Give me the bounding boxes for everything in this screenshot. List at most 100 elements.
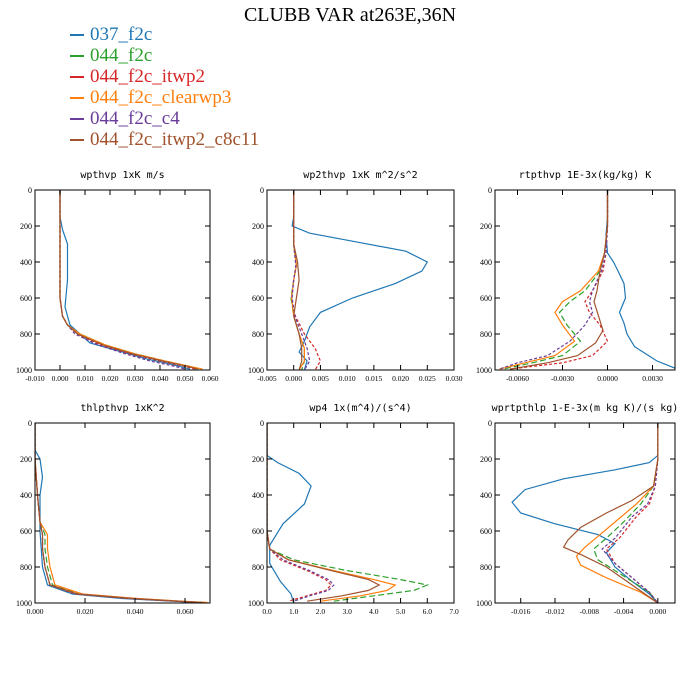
y-tick-label: 0	[260, 419, 264, 428]
legend: 037_f2c 044_f2c 044_f2c_itwp2 044_f2c_cl…	[70, 24, 259, 150]
chart-title: rtpthvp 1E-3x(kg/kg) K	[519, 170, 651, 181]
series-line	[59, 190, 196, 370]
y-tick-label: 0	[488, 186, 492, 195]
legend-label: 044_f2c_itwp2	[90, 66, 206, 87]
x-tick-label: 0.030	[446, 374, 463, 383]
series-line	[601, 423, 659, 603]
y-tick-label: 600	[480, 527, 492, 536]
series-line	[267, 423, 381, 602]
series-line	[291, 190, 429, 370]
x-tick-label: 0.0000	[597, 374, 618, 383]
y-tick-label: 1000	[476, 366, 492, 375]
x-tick-label: 0.015	[365, 374, 382, 383]
y-tick-label: 0	[28, 419, 32, 428]
legend-item: 044_f2c_clearwp3	[70, 87, 259, 108]
legend-label: 044_f2c	[90, 45, 153, 66]
y-tick-label: 600	[252, 294, 264, 303]
series-line	[511, 423, 659, 603]
series-line	[267, 423, 335, 602]
x-tick-label: -0.008	[580, 607, 600, 616]
y-tick-label: 0	[28, 186, 32, 195]
x-tick-label: 0.000	[52, 374, 69, 383]
chart-panel: wprtpthlp 1-E-3x(m kg K)/(s kg) -0.016 -0.…	[476, 403, 678, 616]
chart-panel: rtpthvp 1E-3x(kg/kg) K -0.0060 -0.0030 0.00…	[476, 170, 676, 383]
x-tick-label: 0.060	[202, 374, 219, 383]
y-tick-label: 200	[20, 222, 32, 231]
chart-title: wp4 1x(m^4)/(s^4)	[309, 403, 411, 414]
x-tick-label: 0.000	[27, 607, 44, 616]
series-line	[267, 423, 397, 602]
chart-panel: wp4 1x(m^4)/(s^4) 0.0 1.0 2.0 3.0 4.0 5.0 6.0 7.…	[248, 403, 459, 616]
x-tick-label: 0.020	[77, 607, 94, 616]
y-tick-label: 0	[488, 419, 492, 428]
plot-frame	[34, 422, 211, 604]
chart-title: wpthvp 1xK m/s	[80, 170, 164, 181]
legend-swatch	[70, 75, 84, 78]
legend-item: 044_f2c_itwp2	[70, 66, 259, 87]
x-tick-label: 0.0030	[642, 374, 663, 383]
legend-item: 044_f2c_itwp2_c8c11	[70, 129, 259, 150]
x-tick-label: 3.0	[342, 607, 352, 616]
x-tick-label: 4.0	[369, 607, 379, 616]
plot-frame	[266, 422, 455, 604]
x-tick-label: -0.012	[545, 607, 565, 616]
y-tick-label: 1000	[248, 599, 264, 608]
y-tick-label: 1000	[16, 366, 32, 375]
x-tick-label: 0.040	[127, 607, 144, 616]
series-line	[562, 423, 659, 603]
x-tick-label: 0.000	[649, 607, 666, 616]
x-tick-label: -0.010	[25, 374, 45, 383]
x-tick-label: 0.000	[285, 374, 302, 383]
y-tick-label: 200	[20, 455, 32, 464]
chart-title: wprtpthlp 1-E-3x(m kg K)/(s kg)	[492, 403, 679, 414]
legend-item: 037_f2c	[70, 24, 259, 45]
series-line	[35, 423, 203, 603]
plot-frame	[494, 422, 676, 604]
series-line	[605, 190, 675, 369]
series-line	[509, 190, 609, 370]
y-tick-label: 600	[480, 294, 492, 303]
legend-label: 044_f2c_itwp2_c8c11	[90, 129, 260, 150]
y-tick-label: 600	[20, 294, 32, 303]
y-tick-label: 800	[252, 563, 264, 572]
series-line	[59, 190, 201, 370]
x-tick-label: -0.0030	[551, 374, 574, 383]
x-tick-label: 0.050	[177, 374, 194, 383]
series-line	[35, 423, 201, 603]
series-line	[35, 423, 203, 603]
legend-item: 044_f2c	[70, 45, 259, 66]
x-tick-label: 0.030	[127, 374, 144, 383]
page-title: CLUBB VAR at263E,36N	[243, 4, 457, 26]
series-line	[267, 423, 312, 603]
series-line	[502, 190, 609, 370]
x-tick-label: 1.0	[289, 607, 299, 616]
y-tick-label: 200	[252, 455, 264, 464]
series-line	[499, 190, 609, 370]
x-tick-label: 0.060	[177, 607, 194, 616]
series-line	[293, 190, 303, 370]
x-tick-label: 0.040	[152, 374, 169, 383]
chart-title: wp2thvp 1xK m^2/s^2	[303, 170, 417, 181]
y-tick-label: 1000	[16, 599, 32, 608]
x-tick-label: 0.020	[102, 374, 119, 383]
x-tick-label: 0.005	[312, 374, 329, 383]
plot-frame	[494, 189, 676, 371]
x-tick-label: -0.0060	[506, 374, 529, 383]
series-line	[499, 190, 609, 370]
x-tick-label: 0.010	[339, 374, 356, 383]
y-tick-label: 1000	[476, 599, 492, 608]
series-line	[59, 190, 198, 370]
y-tick-label: 800	[480, 563, 492, 572]
plot-frame	[34, 189, 211, 371]
legend-swatch	[70, 117, 84, 120]
series-line	[35, 423, 206, 603]
legend-swatch	[70, 138, 84, 141]
legend-item: 044_f2c_c4	[70, 108, 259, 129]
x-tick-label: -0.004	[614, 607, 634, 616]
legend-swatch	[70, 54, 84, 57]
series-line	[605, 423, 659, 603]
x-tick-label: 5.0	[396, 607, 406, 616]
y-tick-label: 200	[480, 455, 492, 464]
legend-label: 044_f2c_c4	[90, 108, 180, 129]
